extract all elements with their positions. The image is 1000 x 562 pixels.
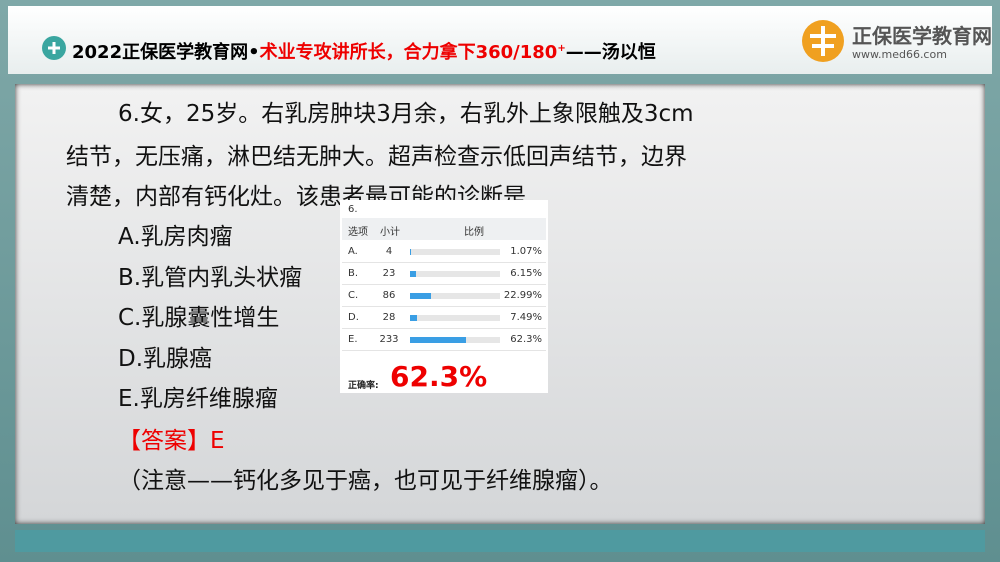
option-cell: D. [348,312,359,323]
bar [410,249,411,255]
row-line [342,328,546,329]
table-title: 6. [348,204,358,215]
row-line [342,262,546,263]
title-prefix: 2022正保医学教育网• [72,42,260,63]
bar [410,337,467,343]
question-line: 6.女，25岁。右乳房肿块3月余，右乳外上象限触及3cm [118,101,694,127]
bar-track [410,249,500,255]
footer-band [15,530,985,552]
stats-table: 6. 选项 小计 比例 正确率: 62.3% A. 4 1.07% B. 23 6.15%… [340,200,548,393]
option-cell: E. [348,334,358,345]
option: E.乳房纤维腺瘤 [118,386,278,412]
bar-track [410,293,500,299]
option: C.乳腺囊性增生 [118,305,280,331]
ratio-cell: 6.15% [510,268,542,279]
option: A.乳房肉瘤 [118,224,233,250]
count-cell: 233 [379,334,399,345]
ratio-cell: 7.49% [510,312,542,323]
answer: 【答案】E [118,428,225,454]
count-cell: 28 [382,312,396,323]
column-header: 小计 [380,227,400,238]
logo-url: www.med66.com [852,48,947,61]
heart-icon [42,36,66,60]
column-header: 选项 [348,227,368,238]
logo-name: 正保医学教育网 [852,24,992,48]
row-line [342,350,546,351]
bar [410,271,416,277]
row-line [342,306,546,307]
title-sup: + [557,43,566,54]
option: B.乳管内乳头状瘤 [118,264,303,291]
title-red: 术业专攻讲所长，合力拿下360/180 [259,42,558,63]
title-suffix: ——汤以恒 [565,42,656,63]
bar [410,315,417,321]
count-cell: 23 [382,268,396,279]
ratio-cell: 1.07% [510,246,542,257]
bar-track [410,315,500,321]
option-cell: A. [348,246,358,257]
option-cell: C. [348,290,359,301]
row-line [342,284,546,285]
note: （注意——钙化多见于癌，也可见于纤维腺瘤）。 [118,468,613,494]
count-cell: 86 [382,290,396,301]
option-cell: B. [348,268,359,279]
ratio-cell: 22.99% [503,290,542,301]
logo-icon [802,20,844,62]
table-header [342,218,546,240]
question-line: 结节，无压痛，淋巴结无肿大。超声检查示低回声结节，边界 [66,144,687,170]
bar [410,293,431,299]
bar-track [410,271,500,277]
option: D.乳腺癌 [118,345,213,372]
correct-label: 正确率: [348,381,379,391]
count-cell: 4 [385,246,393,257]
correct-rate: 62.3% [390,360,488,393]
column-header: 比例 [464,227,484,238]
header-title: 2022正保医学教育网•术业专攻讲所长，合力拿下360/180+——汤以恒 [72,38,656,64]
ratio-cell: 62.3% [510,334,542,345]
